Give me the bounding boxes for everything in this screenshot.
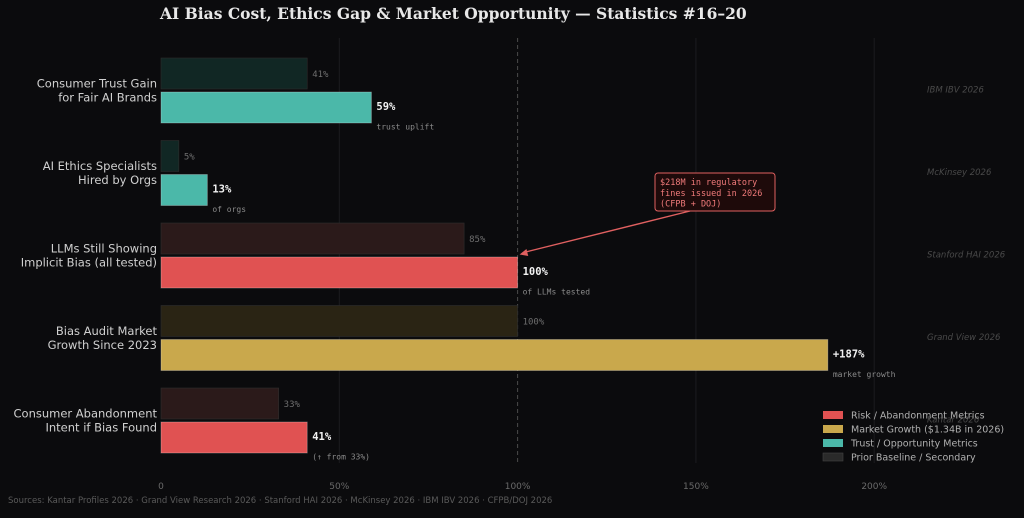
baseline-value-label: 33%: [284, 400, 301, 410]
value-bar: [160, 174, 208, 206]
baseline-value-label: 100%: [523, 318, 545, 328]
baseline-value-label: 85%: [469, 235, 486, 245]
x-tick-label: 50%: [329, 482, 349, 492]
category-label-line: Consumer Abandonment: [14, 407, 158, 421]
value-bar: [160, 91, 372, 124]
baseline-bar: [160, 305, 518, 337]
baseline-bar: [160, 140, 180, 172]
baseline-bar: [160, 57, 308, 90]
category-label-line: LLMs Still Showing: [51, 242, 157, 256]
category-label-line: Hired by Orgs: [78, 173, 157, 187]
value-label: 13%: [212, 184, 232, 196]
x-tick-labels: 0 50% 100% 150% 200%: [158, 482, 887, 492]
value-bar: [160, 421, 308, 454]
baseline-bar: [160, 222, 465, 255]
chart-title: AI Bias Cost, Ethics Gap & Market Opport…: [159, 4, 747, 23]
legend-label-baseline: Prior Baseline / Secondary: [851, 453, 976, 464]
value-label: 100%: [523, 266, 549, 278]
legend-swatch-risk: [823, 411, 843, 419]
source-label: Grand View 2026: [927, 333, 1001, 343]
value-label: 41%: [312, 431, 332, 443]
annotation-arrow-line: [525, 210, 691, 253]
category-label-line: Growth Since 2023: [48, 338, 157, 352]
annotation-text-line: fines issued in 2026: [660, 189, 762, 199]
value-sublabel: of orgs: [212, 205, 246, 214]
category-label-line: Intent if Bias Found: [45, 421, 157, 435]
annotation-text-line: (CFPB + DOJ): [660, 200, 721, 210]
value-bar: [160, 256, 519, 289]
source-label: IBM IBV 2026: [927, 86, 984, 96]
annotation-arrowhead: [519, 249, 529, 257]
value-sublabel: trust uplift: [376, 123, 434, 132]
legend-swatch-trust: [823, 439, 843, 447]
legend-label-market: Market Growth ($1.34B in 2026): [851, 425, 1004, 436]
legend-label-risk: Risk / Abandonment Metrics: [851, 411, 985, 422]
category-label-line: AI Ethics Specialists: [43, 159, 157, 173]
x-tick-label: 200%: [861, 482, 887, 492]
source-label: McKinsey 2026: [927, 168, 992, 178]
value-sublabel: market growth: [833, 370, 896, 379]
x-tick-label: 100%: [505, 482, 531, 492]
x-tick-label: 150%: [683, 482, 709, 492]
value-label: +187%: [833, 349, 865, 361]
value-bar: [160, 339, 829, 371]
category-label-line: Consumer Trust Gain: [37, 77, 157, 91]
legend-swatch-market: [823, 425, 843, 433]
baseline-bar: [160, 387, 279, 420]
baseline-value-label: 41%: [312, 70, 329, 80]
value-sublabel: of LLMs tested: [523, 288, 591, 297]
source-labels: IBM IBV 2026 McKinsey 2026 Stanford HAI 20…: [927, 86, 1006, 426]
category-label-line: Implicit Bias (all tested): [21, 256, 157, 270]
category-label-line: Bias Audit Market: [56, 324, 158, 338]
legend-label-trust: Trust / Opportunity Metrics: [850, 439, 978, 450]
annotation-text-line: $218M in regulatory: [660, 178, 757, 188]
value-label: 59%: [376, 101, 396, 113]
sources-footer: Sources: Kantar Profiles 2026 · Grand Vi…: [8, 496, 552, 506]
annotation-box: [654, 172, 776, 212]
x-tick-label: 0: [158, 482, 164, 492]
legend: Risk / Abandonment Metrics Market Growth …: [822, 411, 1004, 464]
source-label: Kantar 2026: [927, 416, 980, 426]
bars: 41% 59% trust uplift 5% 13% of orgs 85% 100% of …: [160, 57, 896, 462]
category-label-line: for Fair AI Brands: [58, 91, 157, 105]
baseline-value-label: 5%: [184, 153, 195, 163]
value-sublabel: (↑ from 33%): [312, 453, 370, 462]
legend-swatch-baseline: [822, 452, 844, 462]
source-label: Stanford HAI 2026: [927, 251, 1006, 261]
